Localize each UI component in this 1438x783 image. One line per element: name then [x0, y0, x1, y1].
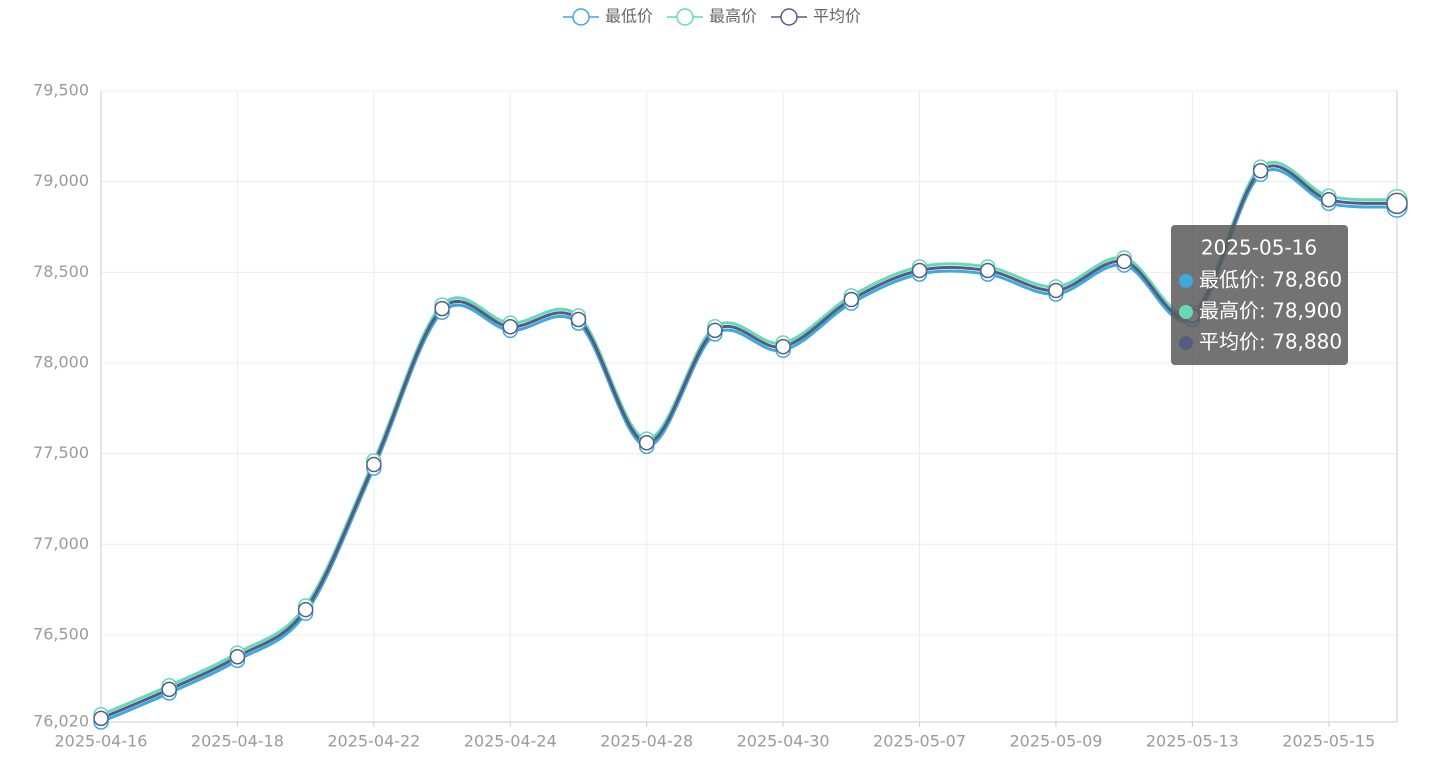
point[interactable] — [707, 322, 723, 339]
x-tick-label: 2025-05-07 — [873, 732, 966, 751]
point[interactable] — [93, 710, 109, 727]
tooltip-box — [1171, 225, 1348, 365]
y-tick-label: 79,500 — [33, 81, 89, 100]
x-tick-label: 2025-04-28 — [600, 732, 693, 751]
x-tick-label: 2025-05-09 — [1009, 732, 1102, 751]
point[interactable] — [1116, 253, 1132, 270]
point[interactable] — [1048, 282, 1064, 299]
point[interactable] — [229, 648, 246, 665]
x-tick-label: 2025-04-22 — [327, 732, 420, 751]
y-tick-label: 79,000 — [33, 171, 89, 190]
tooltip-dot — [1179, 274, 1193, 288]
y-tick-label: 78,500 — [33, 262, 89, 281]
point[interactable] — [1252, 163, 1269, 179]
x-tick-label: 2025-04-16 — [55, 732, 148, 751]
legend-symbol — [780, 8, 798, 26]
point[interactable] — [297, 601, 314, 618]
x-tick-label: 2025-04-18 — [191, 732, 284, 751]
tooltip: 2025-05-16 最低价: 78,860 最高价: 78,900 平均价: 78,… — [1171, 225, 1348, 365]
point[interactable] — [911, 262, 928, 279]
tooltip-line: 平均价: 78,880 — [1199, 330, 1342, 354]
tooltip-dot — [1179, 336, 1193, 350]
y-tick-label: 77,000 — [33, 534, 89, 553]
point[interactable] — [161, 681, 177, 698]
y-tick-label: 77,500 — [33, 443, 89, 462]
point[interactable] — [1386, 192, 1408, 215]
x-tick-label: 2025-05-15 — [1282, 732, 1375, 751]
point[interactable] — [775, 338, 791, 355]
y-tick-label: 78,000 — [33, 352, 89, 371]
legend-item[interactable]: 最高价 — [667, 7, 757, 26]
tooltip-title: 2025-05-16 — [1201, 236, 1317, 260]
point[interactable] — [979, 262, 996, 279]
point[interactable] — [502, 318, 519, 335]
point[interactable] — [1321, 192, 1337, 208]
point[interactable] — [570, 311, 587, 328]
legend-item[interactable]: 最低价 — [563, 7, 653, 26]
legend-label: 平均价 — [813, 7, 861, 26]
x-tick-label: 2025-04-24 — [464, 732, 557, 751]
y-tick-label: 76,500 — [33, 624, 89, 643]
tooltip-line: 最高价: 78,900 — [1199, 299, 1342, 323]
tooltip-line: 最低价: 78,860 — [1199, 268, 1342, 292]
point[interactable] — [638, 435, 655, 451]
legend-item[interactable]: 平均价 — [771, 7, 861, 26]
legend-symbol — [572, 8, 590, 26]
y-tick-label: 76,020 — [33, 712, 89, 731]
x-tick-label: 2025-05-13 — [1146, 732, 1239, 751]
point[interactable] — [434, 300, 450, 317]
point[interactable] — [366, 456, 382, 473]
legend-symbol — [676, 8, 694, 26]
legend-label: 最低价 — [605, 7, 653, 26]
point[interactable] — [843, 291, 860, 308]
tooltip-dot — [1179, 305, 1193, 319]
legend-label: 最高价 — [709, 7, 757, 26]
x-tick-label: 2025-04-30 — [737, 732, 830, 751]
